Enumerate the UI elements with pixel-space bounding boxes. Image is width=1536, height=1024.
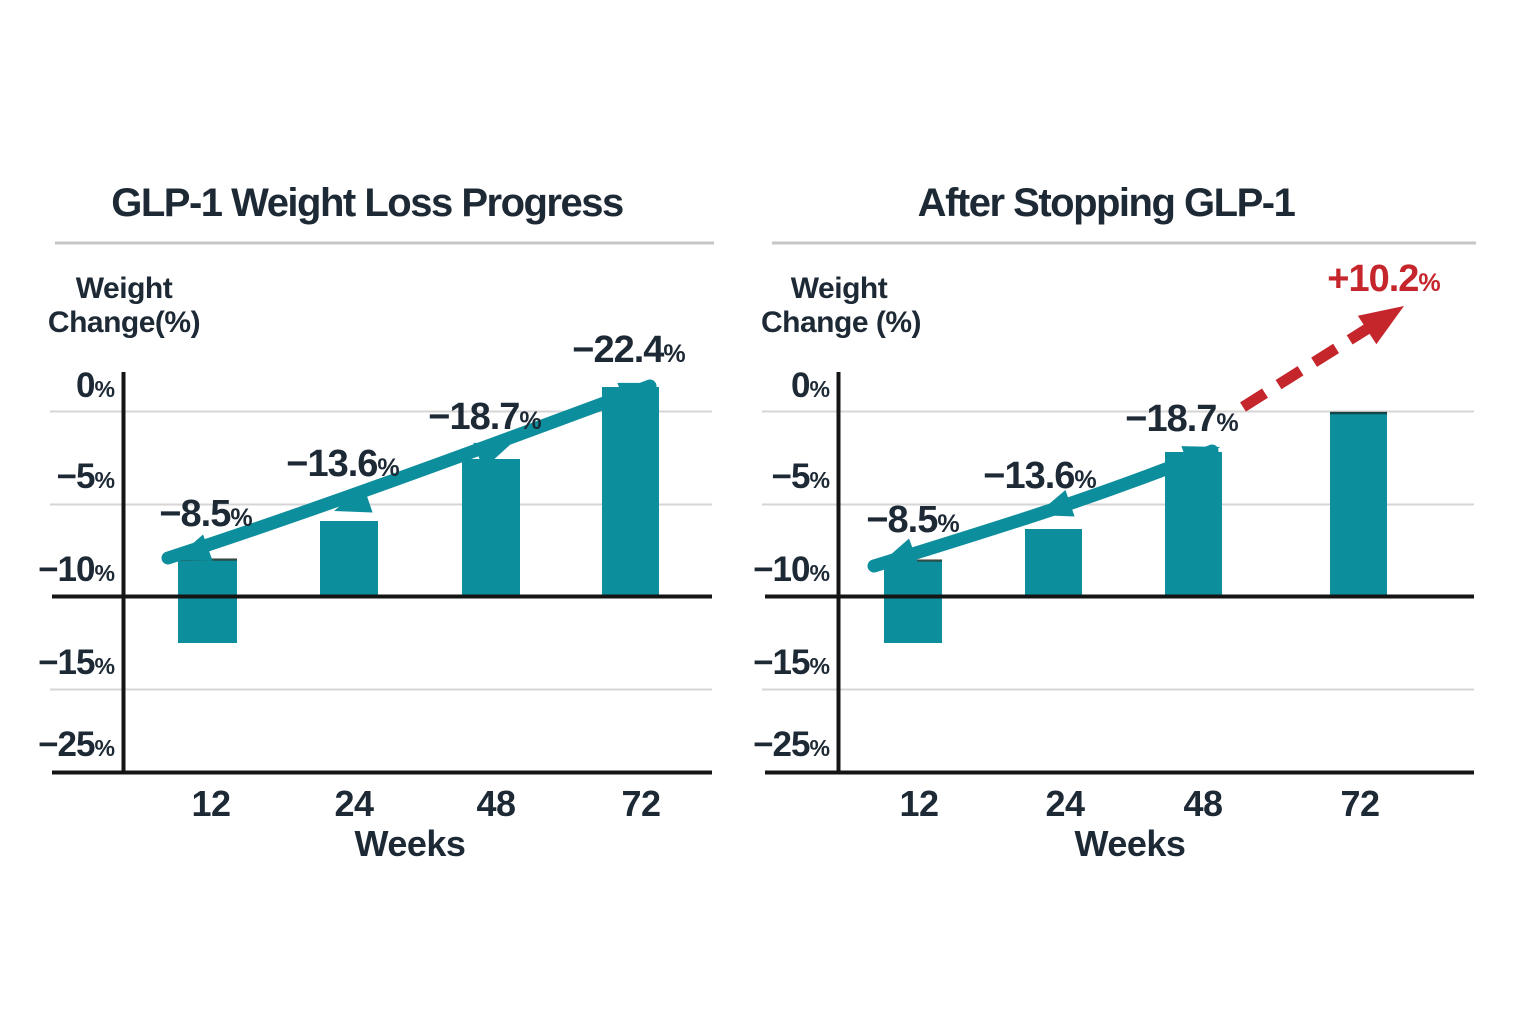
right-data-label-week12: −8.5% xyxy=(866,499,960,541)
left-data-label-week12: −8.5% xyxy=(159,493,253,535)
bar-week-24 xyxy=(320,521,378,597)
percent-sign: % xyxy=(809,735,830,761)
percent-sign: % xyxy=(937,510,960,538)
percent-sign: % xyxy=(94,735,115,761)
left-y-tick-neg15: −15% xyxy=(38,643,115,682)
bar-week-12 xyxy=(178,559,237,643)
left-x-tick-72: 72 xyxy=(621,783,661,824)
left-y-tick-neg25: −25% xyxy=(38,725,115,764)
right-x-tick-72: 72 xyxy=(1340,783,1380,824)
left-data-label-week72: −22.4% xyxy=(572,329,686,371)
trend-arrowhead-icon xyxy=(174,534,213,561)
right-x-tick-24: 24 xyxy=(1045,783,1085,824)
right-y-tick-neg15: −15% xyxy=(753,643,830,682)
trend-arrowhead-icon xyxy=(1181,446,1220,473)
percent-sign: % xyxy=(809,653,830,679)
bar-week-72 xyxy=(1330,412,1387,597)
trend-arrowhead-icon xyxy=(473,442,512,469)
left-y-tick-neg5: −5% xyxy=(56,457,115,496)
trend-arrowhead-icon xyxy=(334,486,373,513)
right-y-tick-neg25: −25% xyxy=(753,725,830,764)
right-chart-title: After Stopping GLP-1 xyxy=(917,181,1296,225)
rebound-dashed-arrow-line xyxy=(1240,312,1389,412)
right-data-label-week24: −13.6% xyxy=(983,455,1097,497)
rebound-arrowhead-icon xyxy=(1357,306,1404,345)
percent-sign: % xyxy=(94,653,115,679)
rebound-label: +10.2% xyxy=(1327,258,1441,300)
bar-week-48 xyxy=(1165,452,1222,597)
right-x-tick-12: 12 xyxy=(899,783,939,824)
right-chart xyxy=(762,241,1476,775)
percent-sign: % xyxy=(94,467,115,493)
trend-arrowhead-icon xyxy=(1036,490,1075,517)
percent-sign: % xyxy=(809,560,830,586)
bar-week-12 xyxy=(884,560,942,643)
bar-week-24 xyxy=(1025,529,1082,597)
percent-sign: % xyxy=(809,376,830,402)
bar-week-48 xyxy=(462,459,520,597)
percent-sign: % xyxy=(377,454,400,482)
percent-sign: % xyxy=(94,560,115,586)
right-x-axis-title: Weeks xyxy=(1074,823,1186,864)
y-axis-title-line: Change (%) xyxy=(761,306,922,339)
left-data-label-week48: −18.7% xyxy=(428,396,542,438)
right-y-axis-title: Weight Change (%) xyxy=(761,272,922,340)
y-axis-title-line: Change(%) xyxy=(47,306,201,339)
left-x-tick-12: 12 xyxy=(191,783,231,824)
y-axis-title-line: Weight xyxy=(790,272,888,305)
bar-week-72 xyxy=(602,387,659,597)
left-x-tick-48: 48 xyxy=(476,783,516,824)
percent-sign: % xyxy=(809,467,830,493)
percent-sign: % xyxy=(1216,409,1239,437)
right-y-tick-neg10: −10% xyxy=(753,550,830,589)
right-y-tick-neg5: −5% xyxy=(771,457,830,496)
left-y-tick-0: 0% xyxy=(75,366,115,405)
right-y-tick-0: 0% xyxy=(790,366,830,405)
percent-sign: % xyxy=(1074,466,1097,494)
left-x-axis-title: Weeks xyxy=(354,823,466,864)
y-axis-title-line: Weight xyxy=(75,272,173,305)
percent-sign: % xyxy=(519,407,542,435)
percent-sign: % xyxy=(1418,269,1441,297)
left-chart xyxy=(50,241,714,775)
percent-sign: % xyxy=(230,504,253,532)
right-data-label-week48: −18.7% xyxy=(1125,398,1239,440)
left-data-label-week24: −13.6% xyxy=(286,443,400,485)
trend-arrow-line xyxy=(161,379,657,565)
percent-sign: % xyxy=(663,340,686,368)
left-x-tick-24: 24 xyxy=(334,783,374,824)
left-chart-title: GLP-1 Weight Loss Progress xyxy=(111,181,624,225)
trend-arrowhead-icon xyxy=(880,538,919,565)
right-x-tick-48: 48 xyxy=(1183,783,1223,824)
left-y-tick-neg10: −10% xyxy=(38,550,115,589)
left-y-axis-title: Weight Change(%) xyxy=(46,272,202,340)
trend-arrowhead-icon xyxy=(617,382,656,409)
percent-sign: % xyxy=(94,376,115,402)
